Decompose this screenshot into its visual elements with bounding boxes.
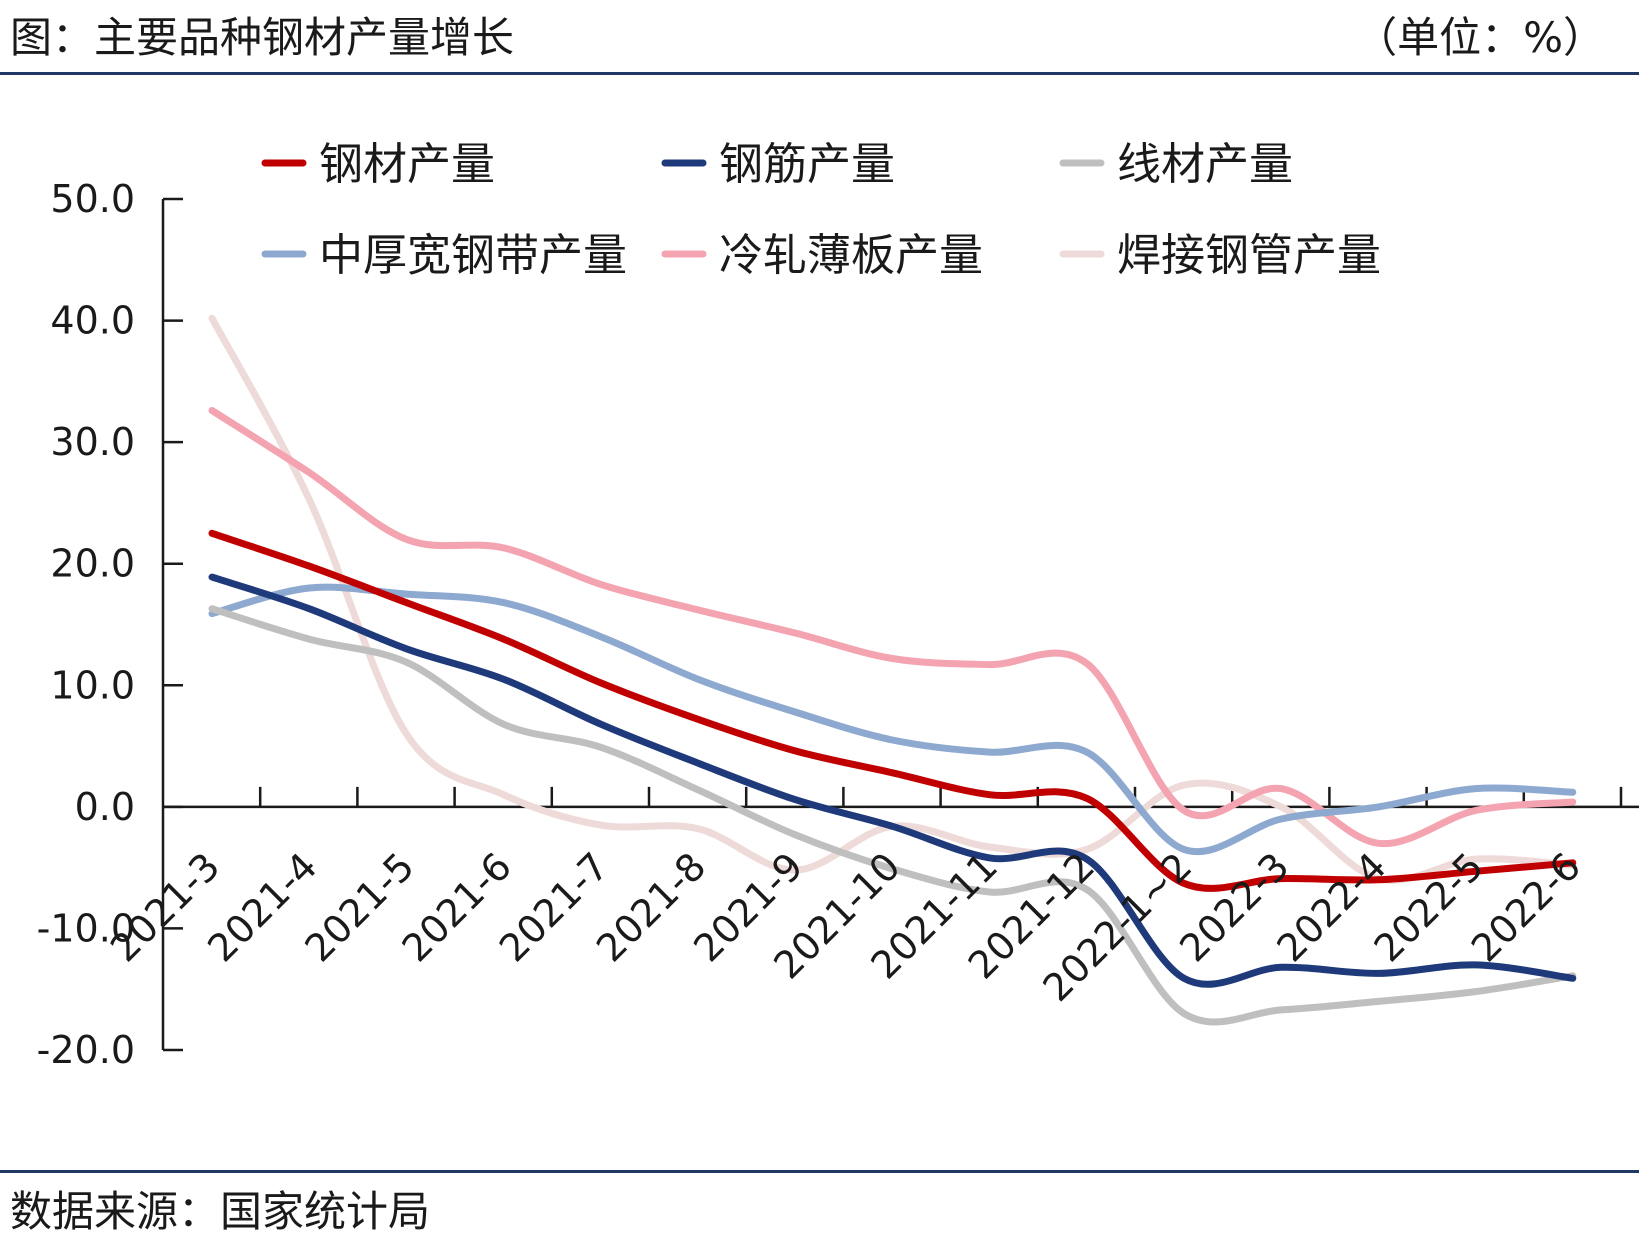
- y-tick-label: 0.0: [75, 785, 135, 829]
- x-tick-label: 2021-4: [199, 844, 325, 970]
- y-tick-label: -20.0: [37, 1028, 135, 1072]
- x-tick-label: 2022-3: [1171, 844, 1297, 970]
- series-line: [208, 529, 1577, 892]
- series-line: [208, 407, 1577, 848]
- x-tick-label: 2021-5: [296, 844, 422, 970]
- footer-divider: [0, 1170, 1639, 1173]
- data-source: 数据来源：国家统计局: [10, 1187, 431, 1236]
- header: 图：主要品种钢材产量增长 （单位：%）: [0, 0, 1639, 76]
- series-line: [208, 314, 1577, 884]
- unit-label: （单位：%）: [1355, 13, 1605, 62]
- y-tick-label: 40.0: [50, 299, 135, 343]
- chart-title: 图：主要品种钢材产量增长: [10, 13, 515, 62]
- series-line: [208, 573, 1577, 988]
- legend-label: 中厚宽钢带产量: [319, 230, 627, 281]
- y-tick-label: 20.0: [50, 542, 135, 586]
- legend-label: 冷轧薄板产量: [719, 230, 983, 281]
- x-tick-label: 2022-5: [1366, 844, 1492, 970]
- series-line: [208, 583, 1577, 855]
- x-tick-label: 2021-7: [491, 844, 617, 970]
- series-line: [208, 605, 1577, 1026]
- y-tick-label: 30.0: [50, 420, 135, 464]
- y-tick-label: 10.0: [50, 663, 135, 707]
- legend-label: 线材产量: [1117, 139, 1293, 190]
- x-tick-label: 2022-4: [1268, 844, 1394, 970]
- legend-label: 钢筋产量: [719, 139, 895, 190]
- header-divider: [0, 72, 1639, 75]
- y-tick-label: 50.0: [50, 177, 135, 221]
- x-tick-label: 2021-6: [394, 844, 520, 970]
- y-tick-label: -10.0: [37, 906, 135, 950]
- legend-label: 钢材产量: [319, 139, 495, 190]
- line-chart: 50.040.030.020.010.00.0-10.0-20.02021-32…: [37, 139, 1639, 1072]
- x-tick-label: 2021-8: [588, 844, 714, 970]
- legend-label: 焊接钢管产量: [1117, 230, 1381, 281]
